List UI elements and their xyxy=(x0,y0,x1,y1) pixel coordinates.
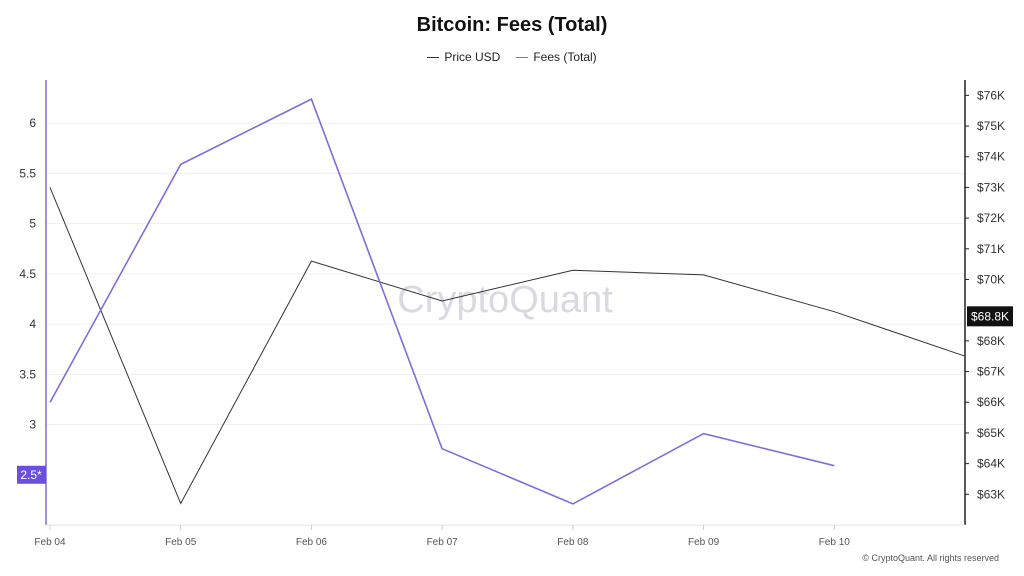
grid-layer xyxy=(46,122,965,426)
axes-layer: 3 3.5 4 4.5 5 5.5 6 $63K $64K $65K $66K $67K $68K $70… xyxy=(19,80,1005,548)
legend-swatch-fees xyxy=(516,56,529,58)
y-right-tick-label: $63K xyxy=(977,487,1005,501)
y-right-tick-label: $74K xyxy=(977,150,1005,164)
chart-legend: Price USD Fees (Total) xyxy=(0,50,1024,64)
y-right-tick-label: $73K xyxy=(977,180,1005,194)
copyright-footer: © CryptoQuant. All rights reserved xyxy=(862,553,999,563)
watermark-text: CryptoQuant xyxy=(397,279,613,321)
x-tick-label: Feb 09 xyxy=(688,537,720,548)
y-left-tick-label: 5 xyxy=(29,217,36,231)
y-left-current-marker-box xyxy=(17,465,46,484)
y-left-current-marker-label: 2.5* xyxy=(20,468,42,482)
x-tick-label: Feb 04 xyxy=(34,537,66,548)
series-layer xyxy=(49,97,966,505)
y-right-tick-label: $68K xyxy=(977,334,1005,348)
x-tick-label: Feb 05 xyxy=(165,537,197,548)
x-tick-label: Feb 07 xyxy=(427,537,459,548)
y-right-tick-label: $72K xyxy=(977,211,1005,225)
x-tick-label: Feb 08 xyxy=(557,537,589,548)
legend-label-price: Price USD xyxy=(444,50,501,64)
y-left-tick-label: 3 xyxy=(29,418,36,432)
legend-item-price[interactable]: Price USD xyxy=(427,50,500,64)
x-tick-label: Feb 10 xyxy=(819,537,851,548)
legend-label-fees: Fees (Total) xyxy=(533,50,597,64)
y-right-tick-label: $71K xyxy=(977,242,1005,256)
price-series-line xyxy=(49,187,966,505)
fees-series-line xyxy=(49,97,835,505)
y-right-tick-label: $66K xyxy=(977,395,1005,409)
legend-swatch-price xyxy=(427,56,440,58)
y-right-current-marker-label: $68.8K xyxy=(971,309,1009,323)
marker-layer: 2.5* $68.8K xyxy=(17,306,1013,484)
x-tick-label: Feb 06 xyxy=(296,537,328,548)
y-left-tick-label: 3.5 xyxy=(19,367,36,381)
y-right-tick-label: $67K xyxy=(977,365,1005,379)
y-right-tick-label: $75K xyxy=(977,119,1005,133)
y-left-tick-label: 5.5 xyxy=(19,166,36,180)
y-right-tick-label: $70K xyxy=(977,272,1005,286)
chart-title: Bitcoin: Fees (Total) xyxy=(416,14,608,36)
y-right-tick-label: $65K xyxy=(977,426,1005,440)
y-left-tick-label: 6 xyxy=(29,116,36,130)
y-right-tick-label: $76K xyxy=(977,88,1005,102)
y-right-tick-label: $64K xyxy=(977,457,1005,471)
y-left-tick-label: 4.5 xyxy=(19,267,36,281)
y-left-tick-label: 4 xyxy=(29,317,36,331)
y-right-current-marker-box xyxy=(967,306,1013,327)
legend-item-fees[interactable]: Fees (Total) xyxy=(516,50,597,64)
